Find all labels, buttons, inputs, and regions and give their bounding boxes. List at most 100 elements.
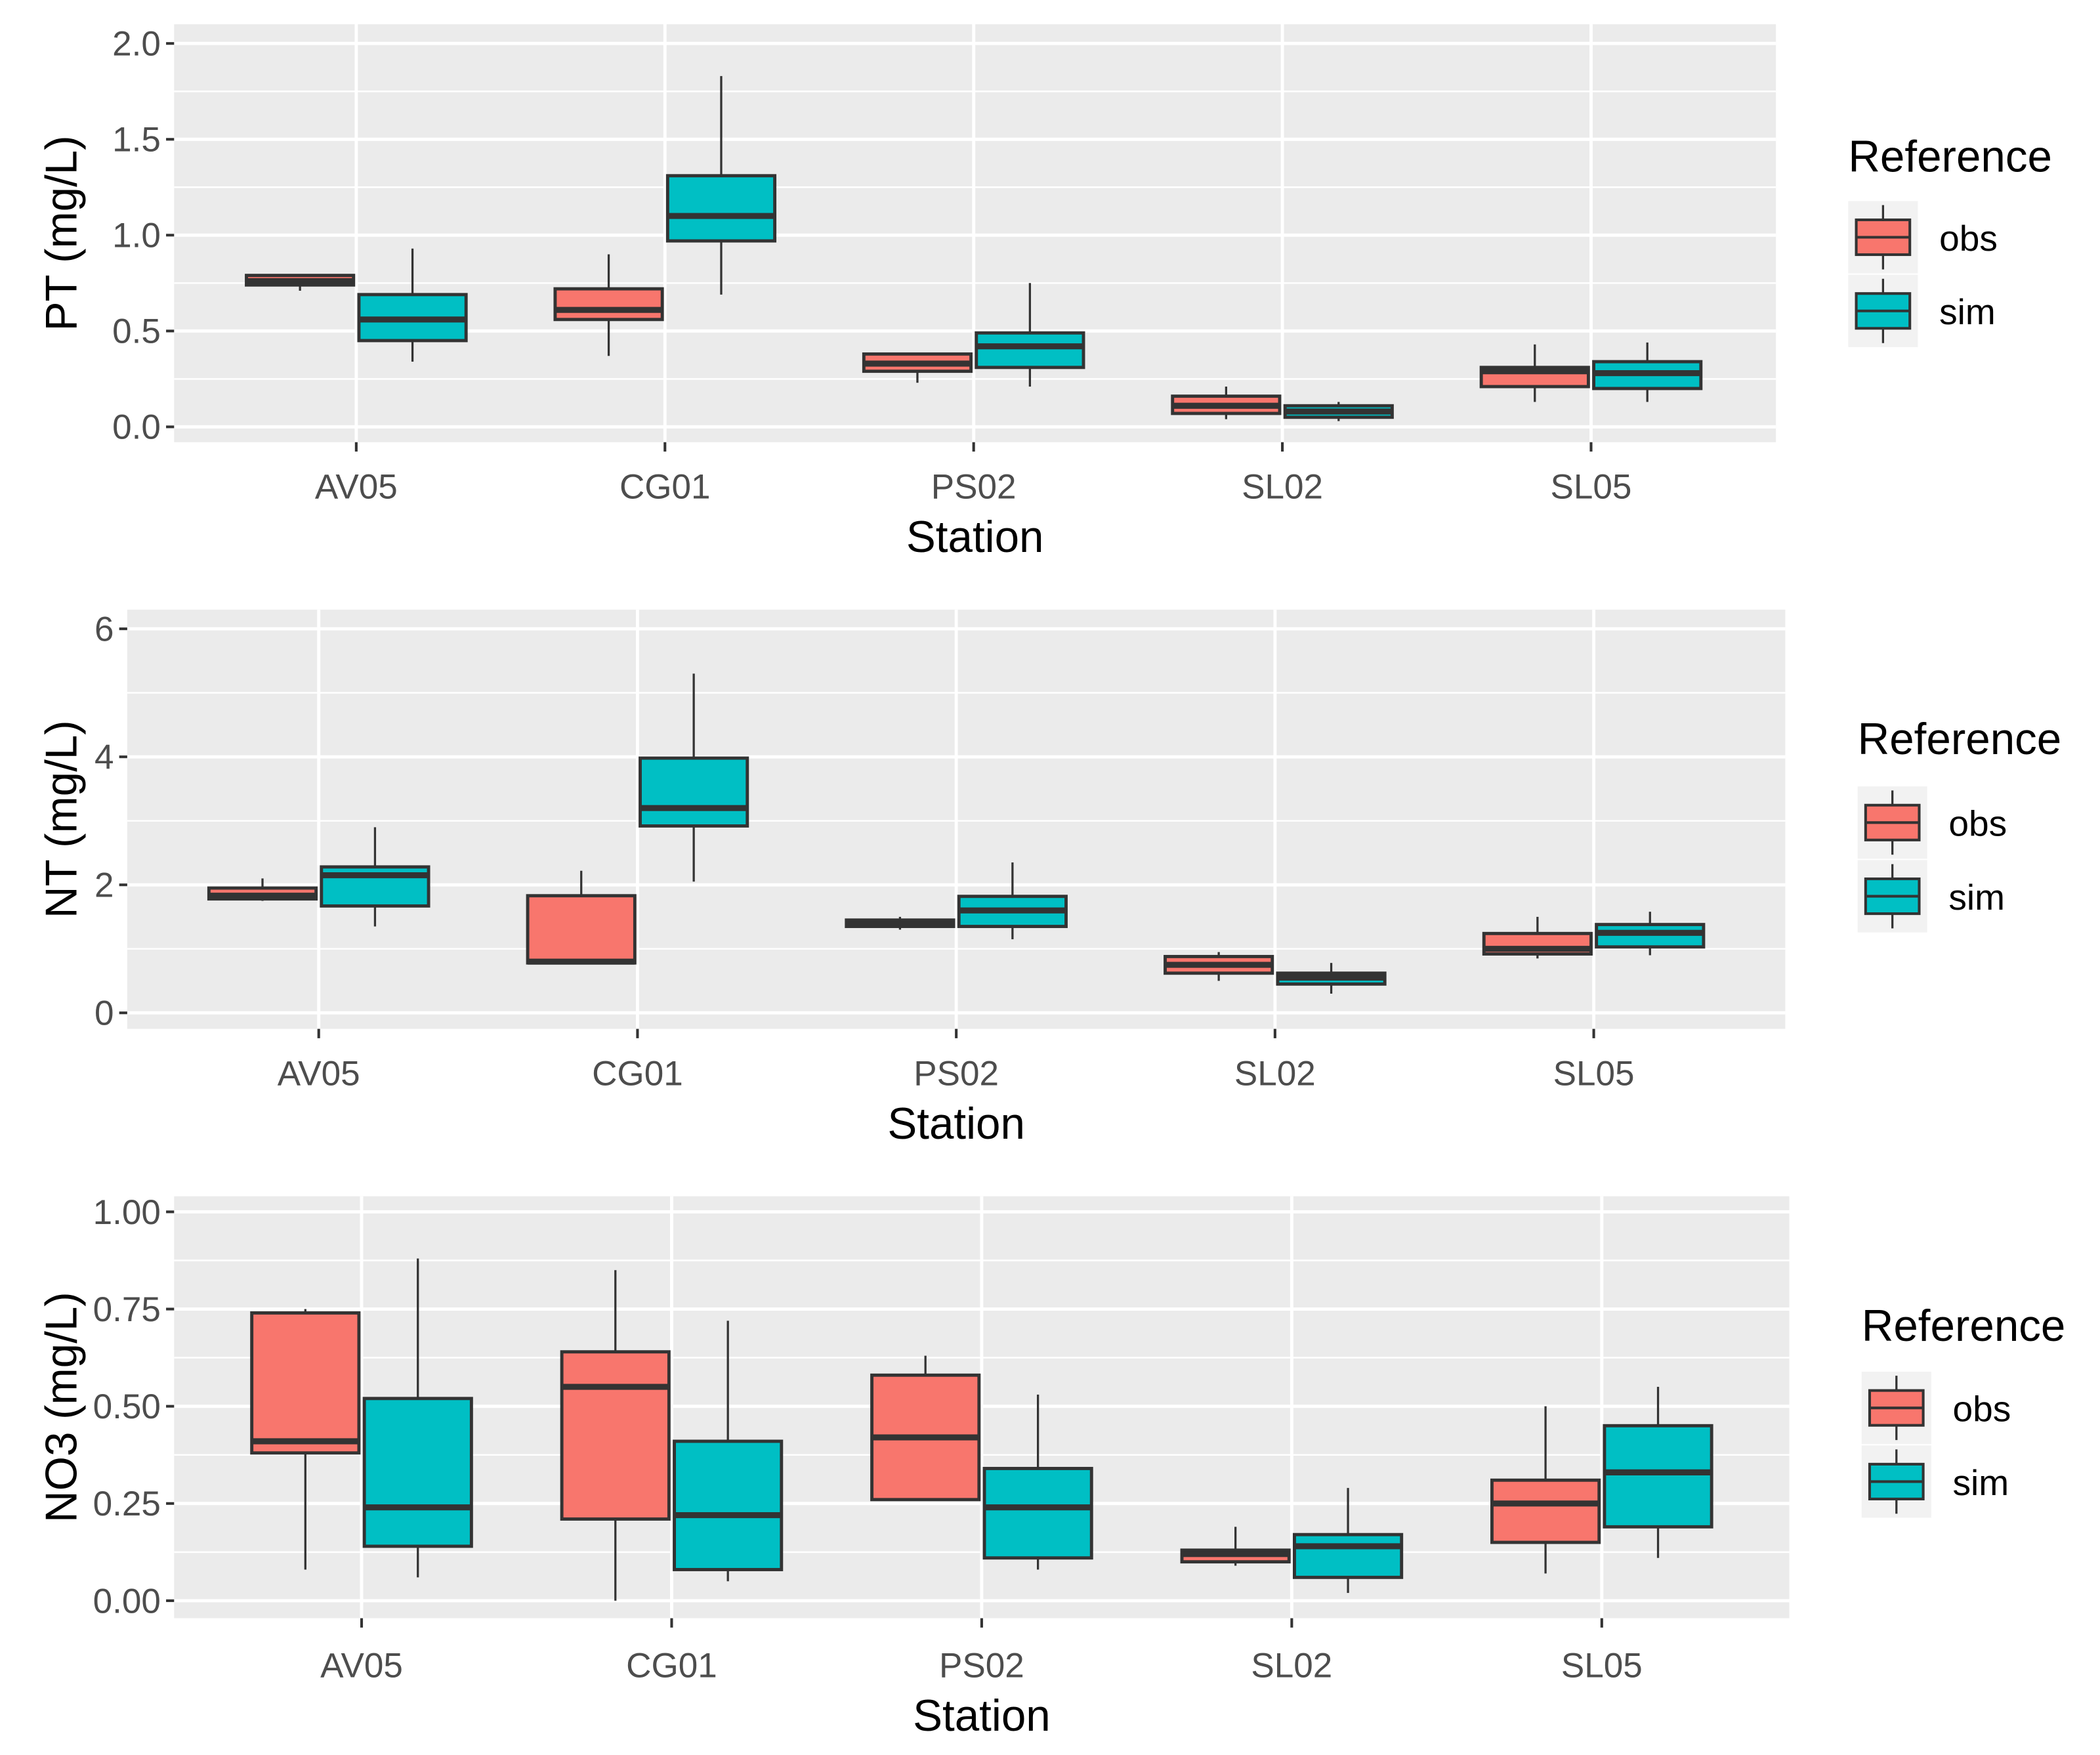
legend-label: sim	[1948, 877, 2005, 918]
panel-nt: 0 2 4 6 AV05 CG01 PS02 SL02 SL05 Station NT (mg/L)…	[37, 609, 2062, 1149]
y-tick-label: 4	[94, 738, 114, 777]
x-tick-label: PS02	[914, 1054, 999, 1093]
legend-key-obs: obs	[1848, 201, 1998, 274]
legend-key-sim: sim	[1861, 1445, 2009, 1518]
box-sim-AV05	[357, 248, 468, 362]
box-sim-SL05	[1603, 1387, 1713, 1558]
y-tick-label: 0.5	[112, 312, 161, 351]
y-tick-label: 1.5	[112, 121, 161, 159]
x-tick-label: SL02	[1251, 1646, 1332, 1685]
box-sim-CG01	[639, 673, 749, 882]
y-tick-label: 2	[94, 866, 114, 905]
y-axis-title: NO3 (mg/L)	[37, 1292, 86, 1523]
y-tick-label: 0.00	[93, 1582, 161, 1620]
box-sim-SL02	[1293, 1488, 1404, 1594]
x-axis-title: Station	[906, 513, 1044, 562]
legend-key-sim: sim	[1857, 860, 2005, 933]
y-tick-label: 6	[94, 610, 114, 648]
box-sim-AV05	[320, 827, 430, 927]
x-tick-label: SL02	[1234, 1054, 1316, 1093]
x-tick-label: CG01	[592, 1054, 683, 1093]
box-obs-SL05	[1479, 344, 1590, 402]
box-sim-AV05	[362, 1258, 473, 1578]
box-obs-PS02	[862, 352, 973, 383]
iqr-box	[553, 287, 664, 322]
box-obs-SL02	[1164, 952, 1274, 981]
x-tick-label: SL05	[1553, 1054, 1635, 1093]
y-tick-label: 0.50	[93, 1387, 161, 1426]
legend-title: Reference	[1858, 715, 2062, 764]
x-tick-label: CG01	[620, 467, 711, 506]
x-tick-label: AV05	[315, 467, 398, 506]
box-sim-PS02	[982, 1394, 1093, 1570]
legend: Reference obs sim	[1857, 715, 2062, 933]
box-obs-SL05	[1490, 1406, 1601, 1574]
iqr-box	[673, 1439, 784, 1571]
y-tick-label: 0	[94, 994, 114, 1033]
iqr-box	[362, 1397, 473, 1548]
iqr-box	[560, 1350, 671, 1521]
panel-no3: 0.00 0.25 0.50 0.75 1.00 AV05 CG01 PS02 SL02 SL05…	[37, 1193, 2065, 1741]
box-obs-CG01	[553, 254, 664, 356]
y-axis-title: PT (mg/L)	[37, 135, 86, 331]
box-obs-PS02	[870, 1355, 981, 1502]
x-tick-label: SL05	[1561, 1646, 1643, 1685]
box-sim-SL02	[1283, 402, 1394, 421]
legend-label: sim	[1939, 291, 1996, 332]
iqr-box	[1293, 1533, 1404, 1579]
box-sim-PS02	[957, 862, 1068, 940]
y-tick-label: 2.0	[112, 25, 161, 64]
box-sim-SL02	[1276, 963, 1387, 994]
box-sim-CG01	[665, 75, 777, 295]
iqr-box	[1490, 1478, 1601, 1544]
box-obs-AV05	[250, 1309, 361, 1570]
legend-title: Reference	[1848, 132, 2052, 181]
x-tick-label: AV05	[320, 1646, 403, 1685]
legend-label: sim	[1953, 1462, 2009, 1503]
panel-pt: 0.0 0.5 1.0 1.5 2.0 AV05 CG01 PS02 SL02 SL05 Stati…	[37, 24, 2052, 562]
x-axis-title: Station	[887, 1099, 1025, 1149]
iqr-box	[250, 1311, 361, 1455]
legend-key-sim: sim	[1848, 274, 1996, 347]
x-tick-label: PS02	[939, 1646, 1024, 1685]
x-axis-title: Station	[913, 1691, 1051, 1741]
y-tick-label: 0.75	[93, 1290, 161, 1329]
box-sim-SL05	[1595, 912, 1706, 956]
box-sim-CG01	[673, 1321, 784, 1582]
iqr-box	[975, 331, 1085, 370]
box-obs-PS02	[845, 916, 956, 930]
x-tick-label: SL02	[1242, 467, 1323, 506]
iqr-box	[639, 756, 749, 828]
y-tick-label: 1.00	[93, 1193, 161, 1232]
box-sim-PS02	[975, 283, 1085, 387]
legend-label: obs	[1953, 1389, 2011, 1429]
iqr-box	[1603, 1424, 1713, 1529]
y-tick-label: 0.25	[93, 1485, 161, 1523]
box-sim-SL05	[1592, 342, 1703, 402]
iqr-box	[982, 1467, 1093, 1560]
x-tick-label: CG01	[626, 1646, 717, 1685]
box-obs-SL02	[1180, 1527, 1291, 1566]
legend: Reference obs sim	[1848, 132, 2052, 347]
box-obs-CG01	[560, 1270, 671, 1601]
legend-label: obs	[1948, 803, 2007, 844]
iqr-box	[526, 894, 637, 965]
y-tick-label: 1.0	[112, 217, 161, 255]
y-tick-label: 0.0	[112, 408, 161, 447]
box-obs-SL02	[1171, 387, 1282, 419]
box-obs-AV05	[207, 878, 318, 901]
legend-title: Reference	[1862, 1301, 2066, 1351]
x-tick-label: AV05	[278, 1054, 360, 1093]
x-tick-label: SL05	[1551, 467, 1632, 506]
y-axis-title: NT (mg/L)	[37, 720, 86, 918]
box-obs-AV05	[245, 274, 356, 291]
iqr-box	[665, 174, 777, 243]
legend-label: obs	[1939, 218, 1998, 259]
legend-key-obs: obs	[1861, 1372, 2011, 1445]
legend-key-obs: obs	[1857, 786, 2007, 859]
x-tick-label: PS02	[931, 467, 1017, 506]
box-obs-SL05	[1482, 916, 1593, 959]
box-obs-CG01	[526, 870, 637, 965]
legend: Reference obs sim	[1861, 1301, 2066, 1518]
